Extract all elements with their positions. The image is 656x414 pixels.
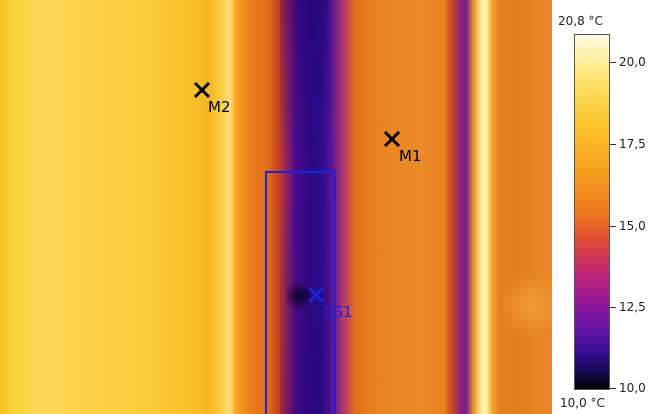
temperature-scale: 20,8 °C 20,0 17,5 15,0 12,5 10,0 10,0 °C: [552, 0, 656, 414]
scale-tick: [610, 144, 616, 145]
scale-tick-label: 17,5: [619, 137, 646, 151]
color-scale-bar: [574, 34, 610, 390]
warm-spot: [500, 270, 552, 340]
scale-tick: [610, 226, 616, 227]
cold-spot: [284, 282, 314, 310]
thermal-image: M2 M1 CS1: [0, 0, 552, 414]
marker-cs1[interactable]: [306, 285, 326, 305]
marker-m2[interactable]: [192, 80, 212, 100]
measurement-area-box[interactable]: [265, 171, 336, 414]
scale-max-label: 20,8 °C: [558, 14, 603, 28]
thermal-background: [0, 0, 552, 414]
scale-tick: [610, 62, 616, 63]
crosshair-icon: [382, 129, 402, 149]
marker-cs1-label: CS1: [323, 303, 353, 321]
scale-tick-label: 15,0: [619, 219, 646, 233]
scale-tick-label: 10,0: [619, 381, 646, 395]
marker-m1[interactable]: [382, 129, 402, 149]
thermal-shade: [280, 0, 330, 414]
crosshair-icon: [306, 285, 326, 305]
scale-min-label: 10,0 °C: [560, 396, 605, 410]
scale-tick-label: 12,5: [619, 300, 646, 314]
scale-tick: [610, 307, 616, 308]
scale-tick: [610, 388, 616, 389]
marker-m1-label: M1: [399, 147, 422, 165]
marker-m2-label: M2: [208, 98, 231, 116]
scale-tick-label: 20,0: [619, 55, 646, 69]
crosshair-icon: [192, 80, 212, 100]
